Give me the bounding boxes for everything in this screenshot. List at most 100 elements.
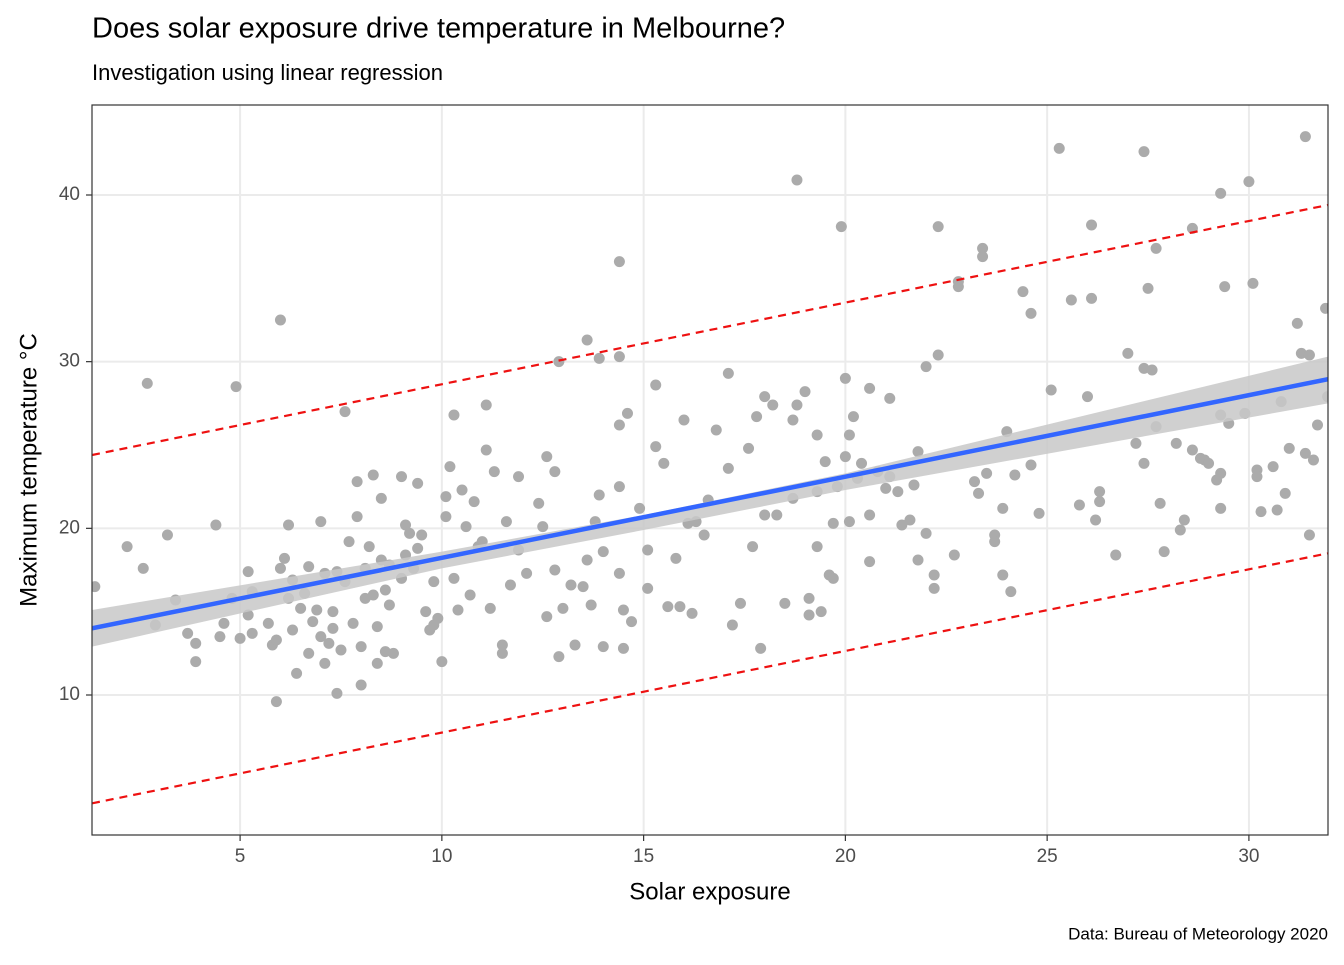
point (323, 637, 335, 649)
point (371, 621, 383, 633)
x-tick-label: 15 (633, 846, 654, 867)
point (347, 617, 359, 629)
point (432, 612, 444, 624)
point (182, 627, 194, 639)
point (480, 444, 492, 456)
point (678, 414, 690, 426)
point (436, 656, 448, 668)
point (367, 469, 379, 481)
point (1174, 524, 1186, 536)
point (1086, 219, 1098, 231)
point (981, 467, 993, 479)
point (884, 392, 896, 404)
point (331, 687, 343, 699)
point (1073, 499, 1085, 511)
point (375, 492, 387, 504)
point (743, 442, 755, 454)
point (496, 647, 508, 659)
point (1243, 176, 1255, 188)
point (726, 619, 738, 631)
point (343, 536, 355, 548)
point (597, 641, 609, 653)
point (658, 457, 670, 469)
point (444, 461, 456, 473)
point (759, 391, 771, 403)
point (1138, 457, 1150, 469)
point (1178, 514, 1190, 526)
point (634, 502, 646, 514)
point (787, 414, 799, 426)
point (1247, 277, 1259, 289)
point (835, 221, 847, 233)
point (557, 602, 569, 614)
point (969, 476, 981, 488)
point (617, 604, 629, 616)
point (593, 489, 605, 501)
point (932, 221, 944, 233)
point (864, 556, 876, 568)
point (662, 601, 674, 613)
point (698, 529, 710, 541)
point (440, 511, 452, 523)
point (581, 334, 593, 346)
point (977, 251, 989, 263)
point (214, 631, 226, 643)
point (335, 644, 347, 656)
point (319, 657, 331, 669)
point (287, 624, 299, 636)
point (92, 581, 101, 593)
point (997, 502, 1009, 514)
point (1094, 486, 1106, 498)
point (722, 367, 734, 379)
point (1215, 467, 1227, 479)
point (416, 529, 428, 541)
point (274, 562, 286, 574)
point (400, 519, 412, 531)
point (621, 407, 633, 419)
point (1307, 454, 1319, 466)
point (537, 521, 549, 533)
point (839, 372, 851, 384)
point (1009, 469, 1021, 481)
point (1138, 146, 1150, 158)
point (161, 529, 173, 541)
y-tick-label: 30 (59, 351, 80, 372)
point (500, 516, 512, 528)
y-tick-label: 20 (59, 517, 80, 538)
point (1291, 317, 1303, 329)
point (387, 647, 399, 659)
y-axis-label: Maximum temperature °C (15, 333, 42, 607)
point (1090, 514, 1102, 526)
point (751, 411, 763, 423)
point (137, 562, 149, 574)
point (303, 561, 315, 573)
point (420, 606, 432, 618)
point (218, 617, 230, 629)
point (747, 541, 759, 553)
point (811, 541, 823, 553)
point (1320, 302, 1328, 314)
point (932, 349, 944, 361)
point (912, 554, 924, 566)
point (767, 399, 779, 411)
point (541, 611, 553, 623)
point (1142, 282, 1154, 294)
prediction-line (92, 203, 1328, 457)
point (1283, 442, 1295, 454)
point (593, 352, 605, 364)
point (1312, 419, 1324, 431)
x-tick-label: 5 (235, 846, 246, 867)
point (864, 509, 876, 521)
point (412, 477, 424, 489)
point (803, 592, 815, 604)
point (791, 174, 803, 186)
point (1005, 586, 1017, 598)
point (363, 541, 375, 553)
point (642, 544, 654, 556)
point (448, 572, 460, 584)
point (464, 589, 476, 601)
point (440, 491, 452, 503)
x-tick-label: 10 (431, 846, 452, 867)
